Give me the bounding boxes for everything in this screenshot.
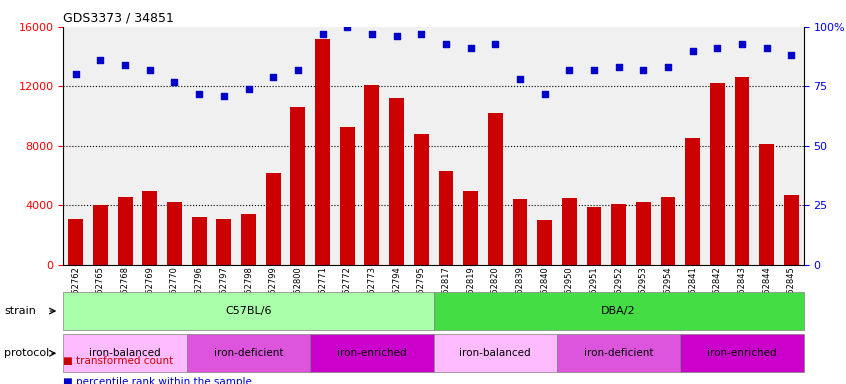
Point [784,52,798,58]
Bar [710,83,725,265]
Point [316,31,329,37]
Bar [661,197,675,265]
Bar [488,113,503,265]
Point [143,67,157,73]
Bar [266,173,281,265]
Bar [611,204,626,265]
Bar [192,217,206,265]
Point [192,91,206,97]
Bar [586,207,602,265]
Point [291,67,305,73]
Point [760,45,773,51]
Point [168,79,181,85]
Bar [389,98,404,265]
Point [612,64,625,70]
Point [266,74,280,80]
Point [415,31,428,37]
Point [563,67,576,73]
Bar [537,220,552,265]
Point [94,57,107,63]
Text: iron-deficient: iron-deficient [584,348,653,358]
Point [735,40,749,46]
Bar [340,127,354,265]
Text: ■ transformed count: ■ transformed count [63,356,173,366]
Text: iron-enriched: iron-enriched [707,348,777,358]
Text: DBA/2: DBA/2 [602,306,636,316]
Text: ■ percentile rank within the sample: ■ percentile rank within the sample [63,377,252,384]
Text: strain: strain [4,306,36,316]
Bar [562,198,577,265]
Point [390,33,404,40]
Bar [734,78,750,265]
Bar [759,144,774,265]
Bar [365,85,379,265]
Bar [167,202,182,265]
Point [662,64,675,70]
Point [439,40,453,46]
Bar [685,139,700,265]
Text: iron-balanced: iron-balanced [459,348,531,358]
Point [69,71,83,78]
Bar [438,171,453,265]
Text: iron-enriched: iron-enriched [337,348,407,358]
Point [464,45,477,51]
Point [538,91,552,97]
Point [636,67,650,73]
Bar [784,195,799,265]
Bar [513,200,527,265]
Text: C57BL/6: C57BL/6 [225,306,272,316]
Text: iron-deficient: iron-deficient [214,348,283,358]
Bar [142,190,157,265]
Point [118,62,132,68]
Point [242,86,255,92]
Point [340,24,354,30]
Point [711,45,724,51]
Bar [636,202,651,265]
Point [365,31,379,37]
Text: iron-balanced: iron-balanced [90,348,161,358]
Bar [414,134,429,265]
Text: protocol: protocol [4,348,49,358]
Point [217,93,231,99]
Bar [93,205,107,265]
Bar [463,190,478,265]
Point [686,48,700,54]
Bar [241,214,255,265]
Bar [217,219,231,265]
Bar [315,39,330,265]
Text: GDS3373 / 34851: GDS3373 / 34851 [63,11,174,24]
Bar [290,107,305,265]
Bar [118,197,133,265]
Point [587,67,601,73]
Point [488,40,502,46]
Point [514,76,527,82]
Bar [69,219,83,265]
